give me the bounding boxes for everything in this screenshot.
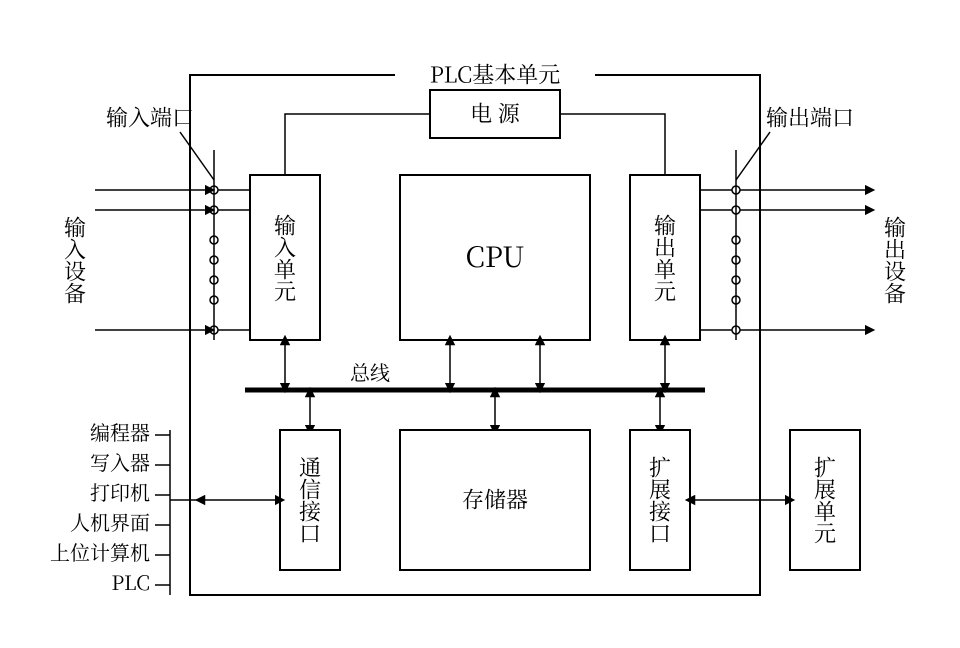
expunit-label: 扩展单元 <box>810 456 841 544</box>
input-unit-label: 输入单元 <box>270 214 301 302</box>
output-unit-label: 输出单元 <box>650 214 681 302</box>
input-device-label: 输入设备 <box>60 216 91 304</box>
periph-1: 编程器 <box>90 417 150 446</box>
periph-2: 写入器 <box>90 447 150 476</box>
expif-label: 扩展接口 <box>645 456 676 544</box>
output-device-label: 输出设备 <box>880 216 911 304</box>
periph-4: 人机界面 <box>70 507 150 536</box>
input-port-label: 输入端口 <box>106 102 194 133</box>
diagram-title: PLC基本单元 <box>430 59 560 90</box>
power-label: 电 源 <box>470 98 521 129</box>
periph-3: 打印机 <box>90 477 150 506</box>
cpu-label: CPU <box>465 236 524 276</box>
bus-label: 总线 <box>350 357 390 386</box>
peripheral-ticks <box>155 435 170 585</box>
output-port-label: 输出端口 <box>766 102 854 133</box>
memory-label: 存储器 <box>462 484 528 515</box>
comm-label: 通信接口 <box>295 456 326 544</box>
periph-6: PLC <box>111 567 150 596</box>
periph-5: 上位计算机 <box>50 537 150 566</box>
